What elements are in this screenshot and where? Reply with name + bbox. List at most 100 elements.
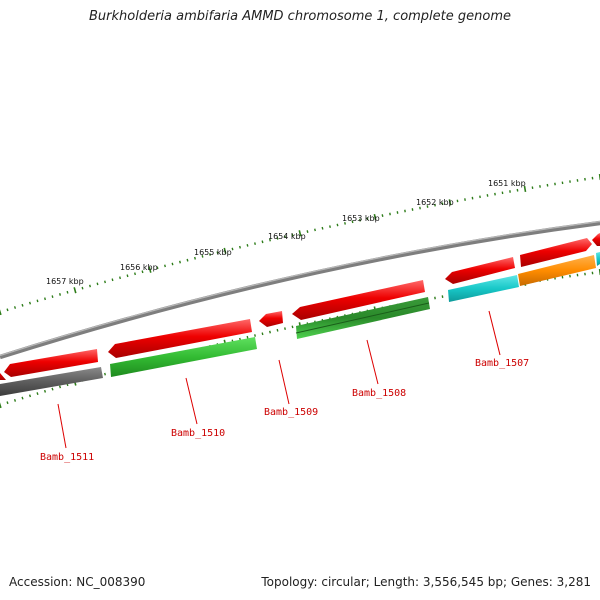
scale-label-1654: 1654 kbp [268,232,306,241]
leader-bamb-1508 [366,339,379,385]
scale-major-tick [448,199,452,206]
gene-label-bamb-1509: Bamb_1509 [264,407,318,418]
scale-minor-tick [231,247,234,251]
inner-scale-minor-tick [254,334,256,337]
scale-minor-tick [59,293,61,296]
gene-gray[interactable] [0,367,103,396]
scale-major-tick [223,247,227,254]
gene-bamb-1507[interactable] [448,275,519,302]
inner-scale-minor-tick [43,389,47,393]
inner-scale-minor-tick [58,385,62,389]
scale-minor-tick [269,238,271,242]
scale-minor-tick [28,301,32,305]
scale-minor-tick [329,225,331,228]
scale-minor-tick [44,297,46,301]
inner-scale-minor-tick [291,325,294,329]
scale-minor-tick [179,260,181,264]
scale-minor-tick [13,306,17,309]
scale-minor-tick [239,245,241,249]
leader-bamb-1507 [488,310,501,356]
inner-scale-minor-tick [276,328,279,332]
scale-minor-tick [104,280,106,284]
scale-major-tick [148,266,152,273]
inner-scale-minor-tick [51,387,54,391]
scale-minor-tick [66,290,69,294]
scale-minor-tick [381,214,384,217]
gene-bamb-1511-forward[interactable] [0,366,6,380]
map-title: Burkholderia ambifaria AMMD chromosome 1… [88,9,512,24]
scale-minor-tick [246,244,249,247]
gene-bamb-1509[interactable] [259,311,283,327]
accession-text: Accession: NC_008390 [9,575,146,589]
inner-scale-minor-tick [36,392,39,396]
scale-minor-tick [36,299,39,303]
scale-label-1652: 1652 kbp [416,198,454,207]
gene-label-bamb-1511: Bamb_1511 [40,452,94,463]
scale-major-tick [523,185,527,193]
scale-label-1655: 1655 kbp [194,248,232,257]
scale-minor-tick [126,274,129,278]
scale-minor-tick [291,233,294,237]
scale-minor-tick [344,222,346,225]
scale-minor-tick [284,235,286,239]
scale-minor-tick [111,278,114,282]
scale-minor-tick [141,270,144,274]
gene-bamb-1511[interactable] [4,349,98,377]
scale-minor-tick [51,295,54,298]
scale-minor-tick [351,220,354,224]
inner-scale-minor-tick [28,394,32,398]
gene-orange[interactable] [518,255,596,286]
scale-minor-tick [321,226,324,230]
scale-minor-tick [164,264,166,268]
gene-bamb-1508-forward[interactable] [292,280,425,320]
leader-bamb-1510 [185,377,198,425]
scale-minor-tick [171,262,174,266]
inner-scale-track [0,268,600,409]
scale-track [0,173,600,316]
gene-bamb-1508-divider [295,302,430,334]
scale-major-tick [373,213,377,221]
inner-scale-minor-tick [13,398,17,402]
leader-lines [57,310,501,449]
gene-cyan-edge[interactable] [596,252,600,266]
scale-minor-tick [314,228,316,232]
scale-label-1657: 1657 kbp [46,277,84,286]
inner-scale-minor-tick [246,335,249,339]
scale-minor-tick [134,272,136,276]
scale-minor-tick [186,258,189,262]
gene-forward-7[interactable] [592,233,600,246]
scale-minor-tick [194,256,196,260]
inner-scale-minor-tick [6,401,9,405]
scale-minor-tick [254,242,256,245]
scale-major-tick [298,230,302,237]
scale-minor-tick [156,266,159,270]
scale-minor-tick [89,284,91,288]
gene-label-bamb-1508: Bamb_1508 [352,388,406,399]
reverse-strand-genes [0,252,600,396]
scale-minor-tick [359,218,361,222]
scale-label-1656: 1656 kbp [120,263,158,272]
gene-bamb-1507-forward[interactable] [445,257,515,284]
gene-bamb-1510[interactable] [110,337,257,377]
leader-bamb-1509 [278,359,290,405]
gene-label-bamb-1507: Bamb_1507 [475,358,529,369]
gene-label-bamb-1510: Bamb_1510 [171,428,225,439]
genome-backbone [0,220,600,360]
scale-label-1653: 1653 kbp [342,214,380,223]
scale-minor-tick [96,282,99,286]
scale-minor-tick [366,217,369,221]
inner-scale-major-tick [0,402,2,409]
scale-minor-tick [21,303,24,307]
inner-scale-minor-tick [21,396,24,400]
genome-backbone-highlight [0,220,600,357]
inner-scale-minor-tick [269,330,271,334]
scale-minor-tick [276,237,279,240]
scale-label-1651: 1651 kbp [488,179,526,188]
scale-minor-tick [201,255,204,258]
scale-minor-tick [81,286,84,290]
gene-forward-6[interactable] [520,238,592,267]
scale-minor-tick [261,240,264,244]
gene-bamb-1510-forward[interactable] [108,319,252,358]
